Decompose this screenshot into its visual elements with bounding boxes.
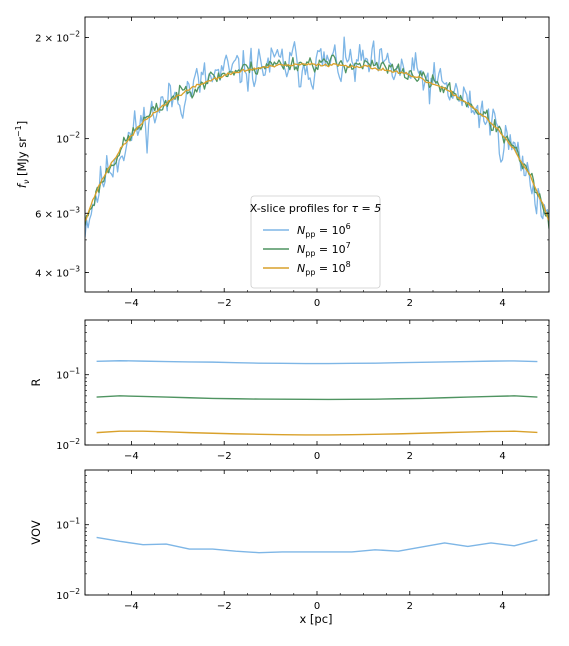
- series-line-n6: [96, 360, 538, 365]
- y-axis-label: fν [MJy sr−1]: [14, 121, 31, 188]
- x-tick-label: −2: [217, 601, 232, 612]
- x-tick-label: 0: [314, 601, 320, 612]
- x-tick-label: 4: [499, 601, 505, 612]
- y-axis-label: VOV: [29, 520, 43, 545]
- x-tick-label: 4: [499, 451, 505, 462]
- y-tick-label: 2 × 10−2: [35, 29, 80, 44]
- legend-entry-n8: Npp = 108: [297, 260, 351, 277]
- series-line-n7: [85, 54, 549, 229]
- series-line-n6: [96, 536, 538, 554]
- series-line-n6: [85, 36, 549, 238]
- series-line-n7: [96, 395, 538, 401]
- legend-entry-n7: Npp = 107: [297, 241, 351, 258]
- x-axis-label: x [pc]: [299, 612, 332, 626]
- x-tick-label: −4: [124, 601, 139, 612]
- legend-title: X-slice profiles for τ = 5: [250, 202, 382, 215]
- y-axis-label: R: [29, 379, 43, 387]
- x-tick-label: 2: [407, 451, 413, 462]
- y-tick-label: 10−1: [56, 367, 80, 382]
- x-tick-label: −2: [217, 451, 232, 462]
- series-line-n8: [85, 62, 549, 222]
- top-panel-flux-profiles: −4 −2 0 2 4 2 × 10−2 10−2 6 × 10−3 4 × 10−3 fν [M…: [14, 16, 550, 309]
- legend: X-slice profiles for τ = 5 Npp = 106 Npp =…: [250, 195, 382, 289]
- x-tick-label: 2: [407, 298, 413, 309]
- y-tick-label: 10−2: [56, 131, 80, 146]
- axes-frame: [84, 469, 550, 596]
- x-tick-label: −2: [217, 298, 232, 309]
- y-tick-label: 10−2: [56, 437, 80, 452]
- x-tick-label: −4: [124, 451, 139, 462]
- x-tick-label: 0: [314, 298, 320, 309]
- x-tick-label: 2: [407, 601, 413, 612]
- y-tick-label: 10−1: [56, 517, 80, 532]
- legend-entry-n6: Npp = 106: [297, 222, 351, 239]
- y-tick-label: 6 × 10−3: [35, 205, 80, 220]
- x-tick-label: 4: [499, 298, 505, 309]
- bottom-panel-vov: −4 −2 0 2 4 10−1 10−2 VOV: [29, 469, 550, 612]
- y-tick-label: 10−2: [56, 587, 80, 602]
- middle-panel-r: −4 −2 0 2 4 10−1 10−2 R: [29, 319, 550, 462]
- series-group: [85, 36, 549, 238]
- series-group: [96, 360, 538, 436]
- axes-frame: [84, 319, 550, 446]
- legend-box: [250, 195, 381, 289]
- y-tick-label: 4 × 10−3: [35, 264, 80, 279]
- series-line-n8: [96, 430, 538, 436]
- x-tick-label: 0: [314, 451, 320, 462]
- x-tick-label: −4: [124, 298, 139, 309]
- series-group: [96, 536, 538, 554]
